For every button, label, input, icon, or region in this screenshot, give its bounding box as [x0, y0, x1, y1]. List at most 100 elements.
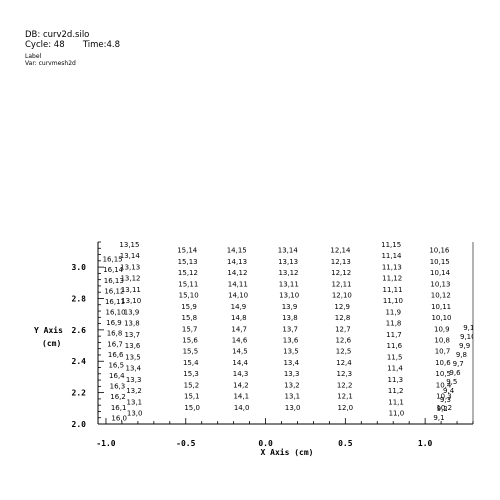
cell-label: 11,6 — [387, 342, 403, 350]
cell-label: 10,14 — [430, 269, 451, 277]
cell-label: 9,8 — [456, 351, 467, 359]
x-tick-label: 0.0 — [258, 439, 273, 448]
plot-kind-label: Label — [25, 53, 42, 60]
cell-label: 11,10 — [383, 297, 403, 305]
cell-label: 10,3 — [436, 393, 452, 401]
cell-label: 11,9 — [385, 308, 401, 316]
cell-label: 13,7 — [124, 331, 140, 339]
x-tick-label: -0.5 — [176, 439, 195, 448]
cell-label: 15,6 — [182, 336, 198, 344]
x-tick-label: 1.0 — [418, 439, 433, 448]
cell-label: 16,8 — [107, 330, 123, 338]
cell-label: 11,15 — [381, 241, 401, 249]
cell-label: 11,7 — [386, 331, 402, 339]
cell-label: 13,6 — [283, 336, 299, 344]
cell-label: 10,5 — [435, 370, 451, 378]
y-tick-label: 3.0 — [72, 263, 87, 272]
cell-label: 15,5 — [183, 348, 199, 356]
cell-label: 12,14 — [330, 247, 351, 255]
cell-label: 15,0 — [184, 404, 200, 412]
cell-label: 15,12 — [178, 269, 198, 277]
cell-label: 11,13 — [382, 263, 402, 271]
cell-label: 12,3 — [336, 370, 352, 378]
cell-label: 13,15 — [119, 241, 139, 249]
cell-label: 13,4 — [283, 359, 299, 367]
cell-label: 12,2 — [337, 381, 353, 389]
cell-label: 12,6 — [335, 336, 351, 344]
x-tick-label: 0.5 — [338, 439, 353, 448]
cell-label: 11,11 — [383, 286, 403, 294]
cell-label: 9,9 — [459, 342, 470, 350]
cell-label: 15,3 — [183, 370, 199, 378]
axes: 2.0 2.2 2.4 2.6 2.8 3.0 -1.0 -0.5 0.0 0.5 1.0 X Axi… — [34, 241, 474, 457]
x-tick-label: -1.0 — [96, 439, 115, 448]
variable-label: Var: curvmesh2d — [25, 60, 76, 67]
cell-label: 12,11 — [331, 280, 351, 288]
cell-label: 13,8 — [124, 320, 140, 328]
cell-label: 14,10 — [228, 292, 248, 300]
cell-label: 10,10 — [431, 314, 451, 322]
cell-label: 9,3 — [440, 396, 451, 404]
cell-label: 11,2 — [388, 387, 404, 395]
cell-label: 13,10 — [279, 292, 299, 300]
cell-label: 11,14 — [381, 252, 402, 260]
cell-label: 11,12 — [382, 275, 402, 283]
cell-label: 11,1 — [388, 398, 404, 406]
cell-label: 13,1 — [285, 393, 301, 401]
cell-label: 12,8 — [335, 314, 351, 322]
cell-label: 13,9 — [282, 303, 298, 311]
cell-label: 10,13 — [430, 280, 450, 288]
cell-label: 9,5 — [446, 378, 457, 386]
cell-label: 16,6 — [108, 351, 124, 359]
y-tick-label: 2.0 — [72, 420, 87, 429]
cell-label: 15,8 — [182, 314, 198, 322]
cell-label: 9,1 — [433, 414, 444, 422]
cell-label: 13,0 — [285, 404, 301, 412]
cell-label: 15,13 — [178, 258, 198, 266]
y-tick-label: 2.4 — [72, 357, 87, 366]
cell-label: 13,14 — [278, 247, 299, 255]
cell-label: 9,6 — [449, 369, 461, 377]
cell-label: 14,3 — [233, 370, 249, 378]
cell-label: 10,15 — [430, 258, 450, 266]
cell-labels: 13,15 13,14 13,13 13,12 13,11 13,10 13,9 13,8 13… — [103, 241, 473, 422]
cell-label: 16,7 — [107, 340, 123, 348]
cell-label: 14,15 — [227, 247, 247, 255]
cell-label: 13,9 — [124, 308, 140, 316]
cell-label: 13,3 — [284, 370, 300, 378]
cell-label: 10,9 — [434, 325, 450, 333]
cell-label: 16,9 — [106, 319, 122, 327]
cell-label: 13,7 — [282, 325, 298, 333]
cell-label: 12,12 — [331, 269, 351, 277]
cell-label: 10,2 — [436, 404, 452, 412]
cell-label: 14,11 — [228, 280, 248, 288]
cell-label: 9,4 — [443, 387, 455, 395]
cell-label: 12,13 — [331, 258, 351, 266]
cell-label: 13,5 — [125, 353, 141, 361]
cell-label: 12,5 — [336, 348, 352, 356]
y-tick-label: 2.2 — [72, 389, 87, 398]
cell-label: 14,4 — [232, 359, 248, 367]
cell-label: 16,15 — [103, 256, 123, 264]
cell-label: 14,5 — [232, 348, 248, 356]
cell-label: 15,7 — [182, 325, 198, 333]
cell-label: 14,0 — [234, 404, 250, 412]
cell-label: 9,2 — [437, 405, 448, 413]
y-tick-label: 2.8 — [72, 294, 87, 303]
cell-label: 12,7 — [335, 325, 351, 333]
cell-label: 13,13 — [278, 258, 298, 266]
cell-label: 10,16 — [429, 247, 450, 255]
cell-label: 15,4 — [183, 359, 199, 367]
cell-label: 16,14 — [103, 266, 124, 274]
cell-label: 12,10 — [332, 292, 352, 300]
cell-label: 15,10 — [179, 292, 199, 300]
cell-label: 16,2 — [110, 393, 126, 401]
cell-label: 14,9 — [231, 303, 247, 311]
y-axis-title: Y Axis — [34, 325, 63, 335]
cell-label: 16,4 — [109, 372, 125, 380]
cell-label: 14,2 — [233, 381, 249, 389]
cell-label: 9,7 — [453, 360, 464, 368]
cell-label: 10,7 — [435, 348, 451, 356]
cell-label: 10,6 — [435, 359, 451, 367]
